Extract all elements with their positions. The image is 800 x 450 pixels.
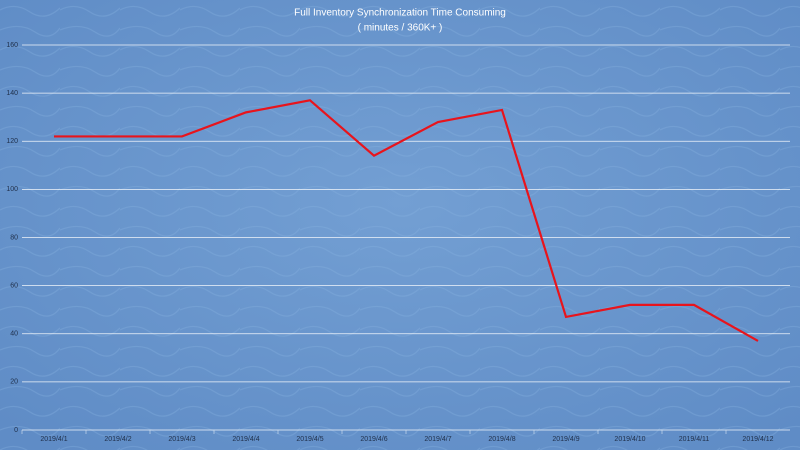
x-tick-label: 2019/4/8 <box>488 436 515 443</box>
x-tick-label: 2019/4/4 <box>232 436 259 443</box>
x-tick-label: 2019/4/6 <box>360 436 387 443</box>
y-tick-label: 60 <box>10 282 18 289</box>
y-tick-label: 80 <box>10 234 18 241</box>
y-tick-label: 40 <box>10 331 18 338</box>
x-tick-label: 2019/4/12 <box>742 436 773 443</box>
x-tick-label: 2019/4/7 <box>424 436 451 443</box>
y-tick-label: 140 <box>6 90 18 97</box>
y-tick-label: 120 <box>6 138 18 145</box>
chart-subtitle: ( minutes / 360K+ ) <box>358 23 443 34</box>
y-tick-label: 100 <box>6 186 18 193</box>
x-tick-label: 2019/4/2 <box>104 436 131 443</box>
x-tick-label: 2019/4/5 <box>296 436 323 443</box>
chart-title: Full Inventory Synchronization Time Cons… <box>294 8 506 19</box>
x-tick-label: 2019/4/9 <box>552 436 579 443</box>
line <box>54 99 759 342</box>
y-tick-label: 20 <box>10 379 18 386</box>
y-tick-label: 0 <box>14 427 18 434</box>
x-tick-label: 2019/4/10 <box>614 436 645 443</box>
x-tick-label: 2019/4/3 <box>168 436 195 443</box>
x-tick-label: 2019/4/11 <box>679 436 710 443</box>
x-tick-label: 2019/4/1 <box>40 436 67 443</box>
y-tick-label: 160 <box>6 42 18 49</box>
